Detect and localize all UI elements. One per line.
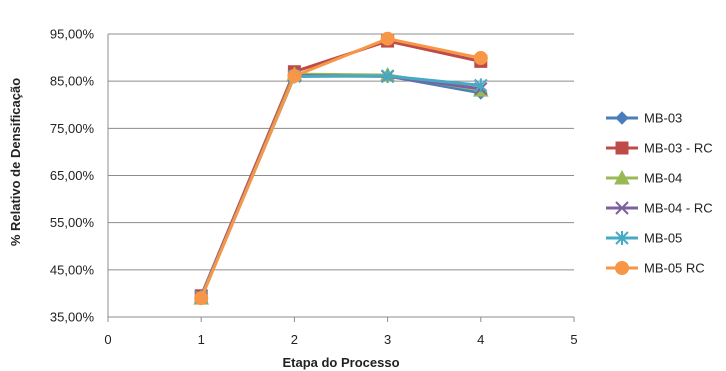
- legend-label: MB-03: [644, 111, 682, 126]
- series-line: [199, 74, 481, 298]
- y-tick-label: 35,00%: [50, 310, 95, 325]
- legend-marker: [615, 261, 629, 275]
- x-tick-label: 3: [384, 332, 391, 347]
- series-line: [199, 72, 482, 299]
- series-line: [199, 37, 482, 299]
- legend-marker: [615, 231, 629, 245]
- legend-item-mb-04-rc: MB-04 - RC: [606, 201, 713, 216]
- legend: MB-03 MB-03 - RC MB-04 MB-04 - RC MB-05 MB-05…: [606, 111, 713, 276]
- data-point: [473, 51, 488, 66]
- legend-item-mb-05-rc: MB-05 RC: [606, 261, 705, 276]
- x-tick-label: 2: [291, 332, 298, 347]
- legend-marker: [615, 111, 629, 125]
- legend-item-mb-05: MB-05: [606, 231, 682, 246]
- series-line: [199, 39, 482, 297]
- y-tick-label: 55,00%: [50, 215, 95, 230]
- data-point: [380, 31, 395, 46]
- x-tick-label: 4: [477, 332, 484, 347]
- y-axis-title: % Relativo de Densificação: [8, 78, 23, 246]
- gridlines: [108, 33, 574, 318]
- data-point: [380, 68, 395, 83]
- series-mb-04: [193, 66, 489, 305]
- data-point: [194, 291, 209, 306]
- legend-label: MB-03 - RC: [644, 141, 713, 156]
- series-mb-05-rc: [194, 31, 488, 306]
- legend-marker: [615, 141, 629, 155]
- legend-label: MB-05 RC: [644, 261, 705, 276]
- x-tick-label: 5: [570, 332, 577, 347]
- legend-item-mb-03-rc: MB-03 - RC: [606, 141, 713, 156]
- axes: 35,00% 45,00% 55,00% 65,00% 75,00% 85,00% 95,0…: [50, 27, 578, 348]
- data-point: [287, 68, 302, 83]
- legend-marker: [614, 169, 630, 185]
- series-mb-05: [194, 68, 488, 305]
- series-mb-04-rc: [194, 68, 488, 304]
- data-point: [474, 78, 488, 93]
- legend-label: MB-05: [644, 231, 682, 246]
- x-tick-label: 0: [104, 332, 111, 347]
- series-lines: [193, 31, 489, 306]
- y-tick-label: 75,00%: [50, 121, 95, 136]
- legend-item-mb-03: MB-03: [606, 111, 682, 126]
- x-tick-label: 1: [198, 332, 205, 347]
- y-tick-label: 85,00%: [50, 74, 95, 89]
- series-mb-03: [194, 68, 488, 304]
- legend-label: MB-04 - RC: [644, 201, 713, 216]
- series-line: [199, 73, 482, 298]
- y-tick-label: 45,00%: [50, 262, 95, 277]
- y-tick-label: 65,00%: [50, 168, 95, 183]
- x-axis-title: Etapa do Processo: [282, 355, 399, 370]
- legend-item-mb-04: MB-04: [606, 169, 682, 186]
- series-line: [199, 74, 481, 298]
- legend-label: MB-04: [644, 171, 682, 186]
- y-tick-label: 95,00%: [50, 27, 95, 42]
- legend-marker: [615, 201, 629, 215]
